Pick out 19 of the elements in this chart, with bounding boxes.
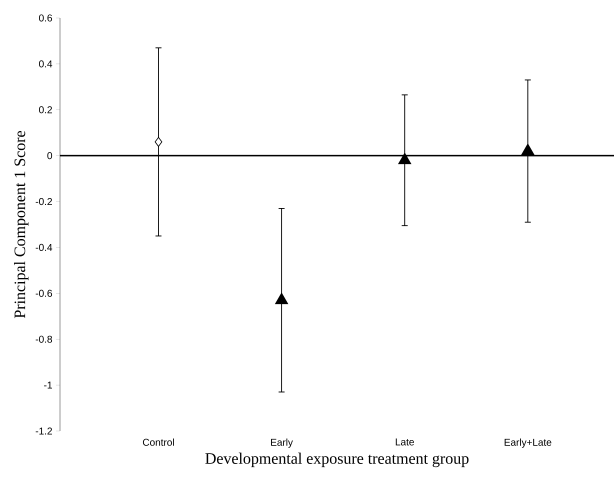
y-tick-label: 0.6 [39,14,52,22]
x-tick-label: Control [142,438,174,446]
y-tick-label: -0.8 [36,336,52,343]
point [398,152,412,164]
y-tick-label: -0.2 [36,198,52,206]
x-tick-label: Late [396,438,414,446]
point [521,144,534,155]
y-tick-label: 0.2 [39,106,52,114]
y-tick-label: -0.4 [36,244,52,251]
y-tick-label: -1.2 [36,428,52,434]
x-tick-label: Early+Late [504,438,552,448]
y-tick-label: 0 [47,152,52,160]
y-tick-label: 0.4 [39,60,52,68]
x-axis-title: Developmental exposure treatment group [205,452,469,468]
point [275,292,288,304]
y-tick-label: -0.6 [36,290,52,297]
y-tick-label: -1 [44,382,52,389]
y-axis-title: Principal Component 1 Score [14,130,28,318]
x-tick-label: Early [271,438,293,448]
